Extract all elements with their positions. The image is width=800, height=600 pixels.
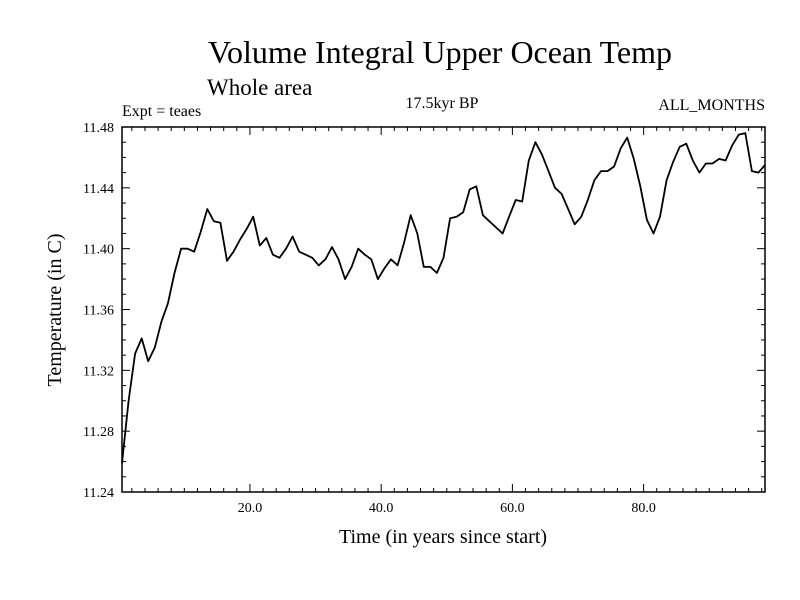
x-axis-label: Time (in years since start) (339, 526, 547, 548)
y-tick-label: 11.44 (83, 182, 114, 197)
x-tick-label: 20.0 (238, 501, 263, 516)
chart-subtitle: Whole area (207, 75, 312, 100)
y-tick-label: 11.40 (83, 243, 114, 258)
y-tick-label: 11.28 (83, 425, 114, 440)
x-tick-label: 40.0 (369, 501, 394, 516)
x-tick-label: 60.0 (500, 501, 525, 516)
y-tick-label: 11.36 (83, 304, 114, 319)
x-tick-label: 80.0 (631, 501, 656, 516)
y-tick-label: 11.32 (83, 364, 114, 379)
period-label: 17.5kyr BP (406, 95, 479, 112)
y-axis-label: Temperature (in C) (44, 234, 66, 387)
x-axis: 20.0 40.0 60.0 80.0 (131, 127, 763, 516)
months-label: ALL_MONTHS (658, 97, 765, 114)
y-tick-label: 11.48 (83, 121, 114, 136)
chart-title: Volume Integral Upper Ocean Temp (208, 34, 672, 70)
y-tick-label: 11.24 (83, 486, 114, 501)
experiment-label: Expt = teaes (122, 103, 201, 120)
plot-frame (121, 126, 766, 493)
y-axis: 11.24 11.28 11.32 11.36 11.40 11.44 11.48 (83, 121, 765, 501)
temperature-series-line (121, 132, 766, 464)
